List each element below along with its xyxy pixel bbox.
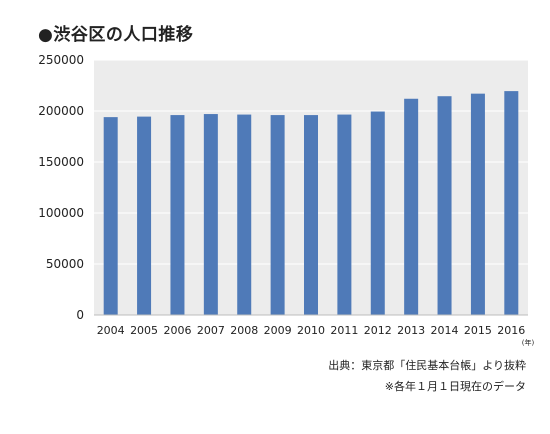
x-tick-label: 2014 — [431, 324, 459, 337]
x-tick-label: 2016 — [497, 324, 525, 337]
bar-2006 — [170, 115, 185, 315]
bar-2015 — [470, 93, 485, 315]
x-tick-label: 2015 — [464, 324, 492, 337]
y-tick-label: 50000 — [46, 257, 84, 271]
bars — [103, 91, 519, 316]
x-tick-label: 2006 — [163, 324, 191, 337]
x-tick-labels: 2004 2005 2006 2007 2008 2009 2010 2011 2012 2013… — [97, 324, 526, 337]
y-tick-label: 150000 — [38, 155, 84, 169]
bar-2010 — [304, 115, 318, 315]
bar-2013 — [404, 98, 419, 315]
date-note: ※各年１月１日現在のデータ — [384, 380, 526, 393]
x-tick-label: 2011 — [330, 324, 358, 337]
bar-2014 — [437, 96, 452, 316]
chart-title: ●渋谷区の人口推移 — [38, 25, 194, 45]
bar-2009 — [270, 115, 285, 315]
x-axis-unit-label: (年) — [522, 338, 535, 347]
y-tick-label: 100000 — [38, 206, 84, 220]
bar-2012 — [370, 111, 385, 315]
x-tick-label: 2012 — [364, 324, 392, 337]
source-note: 出典：東京都「住民基本台帳」より抜粋 — [328, 359, 526, 372]
x-tick-label: 2004 — [97, 324, 125, 337]
bar-2007 — [203, 114, 218, 315]
y-tick-labels: 0 50000 100000 150000 200000 250000 — [38, 53, 84, 322]
bar-2016 — [504, 91, 519, 315]
x-tick-label: 2005 — [130, 324, 158, 337]
x-tick-label: 2008 — [230, 324, 258, 337]
bar-2004 — [103, 117, 118, 316]
bar-2005 — [137, 116, 152, 315]
x-tick-label: 2009 — [264, 324, 292, 337]
y-tick-label: 0 — [76, 308, 84, 322]
y-tick-label: 250000 — [38, 53, 84, 67]
bar-2011 — [337, 114, 352, 315]
y-tick-label: 200000 — [38, 104, 84, 118]
x-tick-label: 2013 — [397, 324, 425, 337]
x-tick-label: 2010 — [297, 324, 325, 337]
bar-2008 — [237, 114, 252, 315]
x-tick-label: 2007 — [197, 324, 225, 337]
